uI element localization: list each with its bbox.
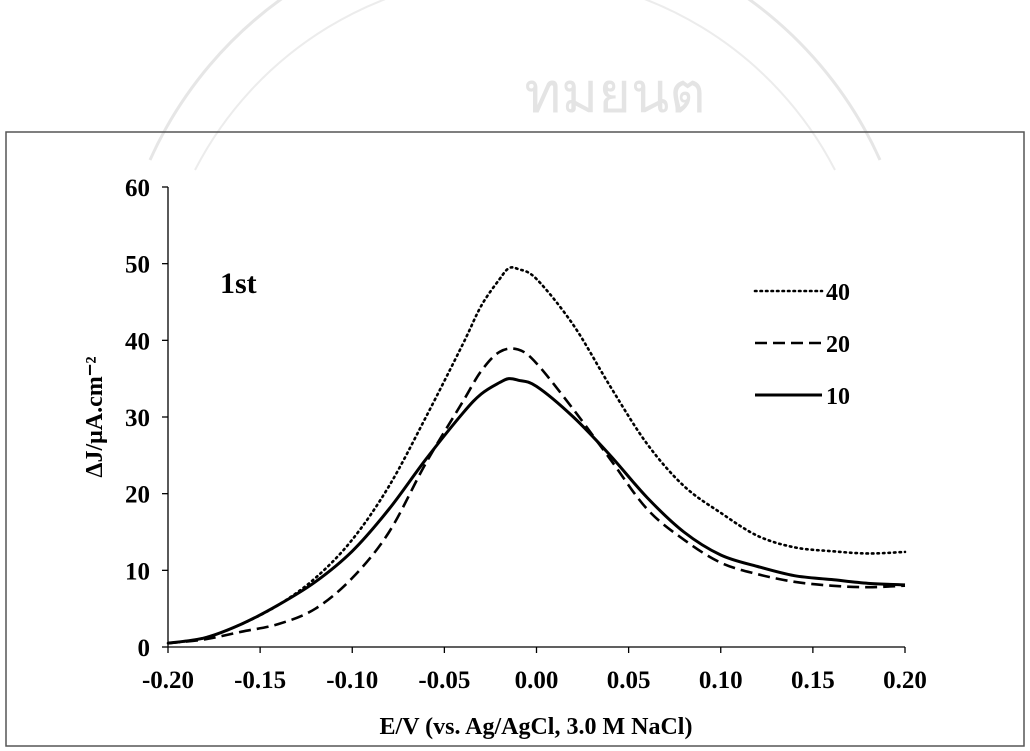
legend-label-10: 10 [826,384,850,410]
y-axis-title: ΔJ/μA.cm⁻² [82,356,108,477]
x-tick-label: 0.15 [791,667,835,694]
y-tick-label: 30 [125,405,150,432]
y-tick-label: 40 [125,328,150,355]
legend-label-40: 40 [826,280,850,306]
x-axis-title: E/V (vs. Ag/AgCl, 3.0 M NaCl) [380,714,693,740]
legend-label-20: 20 [826,332,850,358]
series-layer [166,266,907,645]
x-tick-label: 0.00 [515,667,559,694]
series-line-10 [167,377,906,645]
x-tick-label: 0.10 [699,667,743,694]
panel-label: 1st [220,267,257,300]
x-tick-label: 0.20 [883,667,927,694]
tick-labels: -0.20 -0.15 -0.10 -0.05 0.00 0.05 0.10 0.15 0.20… [125,175,927,694]
x-tick-label: -0.15 [234,667,286,694]
watermark-seal: ทมยนต [148,0,882,171]
watermark-text: ทมยนต [524,61,705,126]
series-line-20 [167,347,906,645]
y-tick-label: 20 [125,482,150,509]
axes [167,187,905,648]
x-tick-label: 0.05 [607,667,651,694]
x-tick-label: -0.10 [326,667,378,694]
y-tick-label: 0 [138,635,151,662]
y-tick-label: 10 [125,558,150,585]
chart-border [5,131,1025,747]
y-tick-label: 60 [125,175,150,202]
x-tick-label: -0.20 [142,667,194,694]
series-line-40 [166,266,907,645]
y-tick-label: 50 [125,252,150,279]
x-tick-label: -0.05 [418,667,470,694]
legend: 40 20 10 [753,280,850,410]
tick-marks [162,186,906,653]
